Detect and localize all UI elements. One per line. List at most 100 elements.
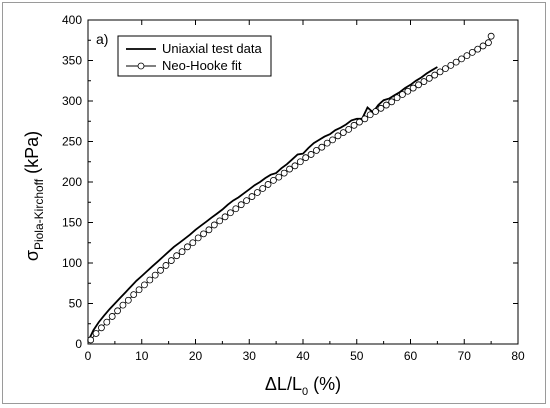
- data-point-neo-hooke-fit: [119, 301, 127, 309]
- axes-layer: 0 10 20 30 40 50 60 70 80 0 50 100 150 200 250 300 350 40…: [62, 13, 525, 363]
- x-axis-title: ΔL/L0 (%): [265, 374, 341, 398]
- data-point-neo-hooke-fit: [307, 151, 315, 158]
- x-tick-label: 30: [243, 349, 257, 363]
- data-point-neo-hooke-fit: [162, 262, 170, 269]
- data-point-neo-hooke-fit: [382, 101, 390, 109]
- data-point-neo-hooke-fit: [232, 205, 240, 213]
- data-point-neo-hooke-fit: [339, 129, 347, 136]
- x-tick-label: 60: [404, 349, 418, 363]
- data-point-neo-hooke-fit: [425, 74, 433, 82]
- y-tick-label: 100: [62, 256, 82, 270]
- data-point-neo-hooke-fit: [227, 209, 234, 217]
- data-point-neo-hooke-fit: [399, 91, 406, 98]
- data-point-neo-hooke-fit: [366, 111, 374, 119]
- data-point-neo-hooke-fit: [286, 165, 293, 173]
- data-point-neo-hooke-fit: [205, 226, 213, 234]
- data-point-neo-hooke-fit: [485, 39, 492, 47]
- data-point-neo-hooke-fit: [334, 132, 342, 140]
- data-point-neo-hooke-fit: [345, 125, 353, 133]
- data-point-neo-hooke-fit: [87, 336, 95, 344]
- legend-entry-label: Uniaxial test data: [162, 41, 262, 56]
- data-point-neo-hooke-fit: [98, 324, 105, 332]
- data-point-neo-hooke-fit: [200, 230, 207, 238]
- data-point-neo-hooke-fit: [487, 32, 495, 40]
- data-point-neo-hooke-fit: [468, 49, 476, 56]
- x-tick-label: 80: [511, 349, 525, 363]
- data-point-neo-hooke-fit: [420, 78, 428, 85]
- data-point-neo-hooke-fit: [329, 136, 336, 144]
- data-point-neo-hooke-fit: [253, 189, 261, 196]
- y-axis-title-prefix: σ: [22, 250, 42, 261]
- data-point-neo-hooke-fit: [108, 313, 116, 320]
- data-point-neo-hooke-fit: [270, 176, 277, 184]
- y-axis-title-subscript: Piola-Kirchoff: [32, 178, 46, 250]
- data-point-neo-hooke-fit: [216, 217, 224, 225]
- data-point-neo-hooke-fit: [447, 61, 455, 69]
- legend-entry-label: Neo-Hooke fit: [162, 58, 242, 73]
- data-point-neo-hooke-fit: [296, 158, 304, 166]
- series-line-uniaxial-test-data: [87, 66, 438, 342]
- y-tick-label: 350: [62, 54, 82, 68]
- data-point-neo-hooke-fit: [178, 248, 186, 256]
- x-tick-label: 40: [296, 349, 310, 363]
- data-point-neo-hooke-fit: [124, 296, 132, 304]
- legend: Uniaxial test data Neo-Hooke fit: [117, 35, 272, 77]
- data-point-neo-hooke-fit: [167, 257, 175, 264]
- data-point-neo-hooke-fit: [404, 87, 412, 95]
- data-point-neo-hooke-fit: [173, 252, 181, 260]
- data-point-neo-hooke-fit: [436, 68, 444, 76]
- data-point-neo-hooke-fit: [151, 271, 159, 279]
- data-point-neo-hooke-fit: [237, 201, 245, 209]
- data-point-neo-hooke-fit: [210, 221, 218, 229]
- data-point-neo-hooke-fit: [103, 318, 111, 326]
- data-point-neo-hooke-fit: [431, 71, 439, 79]
- data-point-neo-hooke-fit: [275, 173, 283, 181]
- data-point-neo-hooke-fit: [318, 143, 326, 151]
- data-point-neo-hooke-fit: [135, 286, 143, 294]
- data-point-neo-hooke-fit: [356, 118, 363, 126]
- data-point-neo-hooke-fit: [350, 121, 358, 129]
- data-point-neo-hooke-fit: [130, 291, 138, 298]
- data-point-neo-hooke-fit: [313, 147, 320, 154]
- data-point-neo-hooke-fit: [259, 185, 267, 192]
- y-axis-title-suffix: (kPa): [22, 131, 42, 179]
- data-point-neo-hooke-fit: [388, 98, 396, 106]
- data-point-neo-hooke-fit: [415, 81, 422, 89]
- data-point-neo-hooke-fit: [92, 330, 100, 337]
- data-point-neo-hooke-fit: [442, 65, 449, 72]
- data-point-neo-hooke-fit: [264, 181, 272, 188]
- data-point-neo-hooke-fit: [361, 115, 369, 123]
- data-point-neo-hooke-fit: [377, 104, 385, 112]
- data-point-neo-hooke-fit: [479, 42, 487, 50]
- x-axis-title-suffix: (%): [308, 374, 341, 394]
- x-axis-title-subscript: 0: [302, 386, 308, 398]
- data-point-neo-hooke-fit: [184, 243, 191, 251]
- series-layer: [87, 32, 495, 344]
- data-point-neo-hooke-fit: [372, 108, 379, 115]
- data-point-neo-hooke-fit: [458, 55, 465, 63]
- y-tick-label: 400: [62, 13, 82, 27]
- y-tick-label: 250: [62, 135, 82, 149]
- data-point-neo-hooke-fit: [189, 239, 197, 247]
- data-point-neo-hooke-fit: [409, 84, 417, 92]
- x-tick-label: 10: [135, 349, 149, 363]
- data-point-neo-hooke-fit: [248, 193, 256, 200]
- data-point-neo-hooke-fit: [114, 307, 121, 315]
- y-tick-label: 200: [62, 175, 82, 189]
- y-axis-title: σPiola-Kirchoff (kPa): [22, 131, 46, 261]
- data-point-neo-hooke-fit: [146, 276, 154, 284]
- series-line-neo-hooke-fit: [90, 36, 492, 341]
- y-tick-label: 50: [69, 297, 83, 311]
- data-point-neo-hooke-fit: [141, 281, 148, 289]
- y-tick-label: 300: [62, 94, 82, 108]
- y-tick-label: 0: [75, 337, 82, 351]
- data-point-neo-hooke-fit: [302, 154, 310, 162]
- x-tick-label: 50: [350, 349, 364, 363]
- data-point-neo-hooke-fit: [323, 139, 331, 147]
- x-tick-label: 20: [189, 349, 203, 363]
- data-point-neo-hooke-fit: [221, 213, 229, 221]
- legend-swatch-marker: [137, 62, 145, 70]
- y-tick-label: 150: [62, 216, 82, 230]
- data-point-neo-hooke-fit: [452, 58, 460, 66]
- data-point-neo-hooke-fit: [474, 45, 482, 53]
